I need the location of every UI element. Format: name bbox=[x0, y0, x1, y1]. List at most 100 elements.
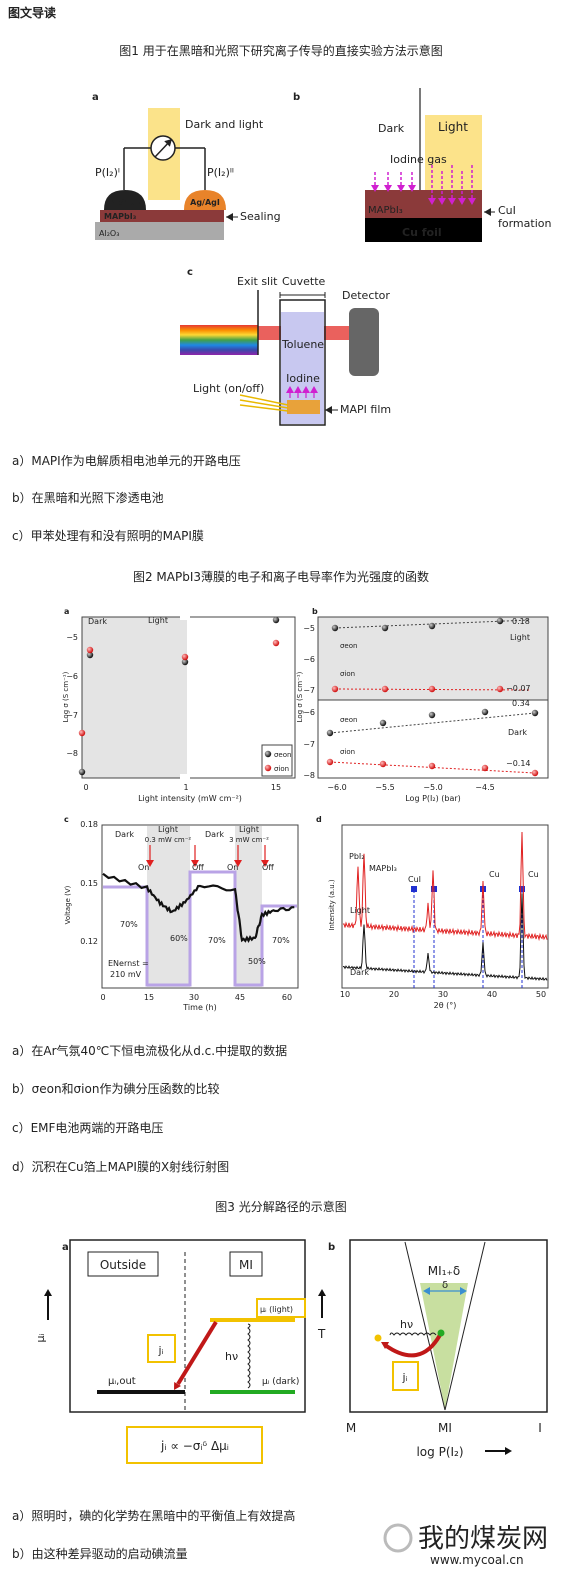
shape bbox=[180, 325, 258, 355]
figure-label: a bbox=[64, 607, 69, 616]
figure-label: I bbox=[538, 1421, 542, 1435]
figure-label: Light intensity (mW cm⁻²) bbox=[138, 794, 242, 803]
arrow-head bbox=[384, 185, 392, 192]
figure-label: b bbox=[328, 1242, 335, 1253]
figure-label: 0 bbox=[83, 783, 88, 792]
figure-label: μᵢ (dark) bbox=[262, 1377, 299, 1387]
marker bbox=[374, 1334, 382, 1342]
figure-label: Dark and light bbox=[185, 118, 264, 131]
figure-label: P(I₂)ᴵ bbox=[95, 166, 120, 179]
shape bbox=[287, 400, 320, 414]
figure-label: 50 bbox=[536, 990, 546, 999]
arrow-head bbox=[371, 185, 379, 192]
shape bbox=[411, 886, 417, 892]
line bbox=[176, 1320, 218, 1386]
figure-label: −7 bbox=[303, 740, 315, 749]
electrode bbox=[184, 190, 226, 210]
figure-caption: 图3 光分解路径的示意图 bbox=[215, 1199, 346, 1214]
shape bbox=[341, 824, 549, 989]
figure-label: 70% bbox=[272, 936, 290, 945]
figure-label: jᵢ ∝ −σᵢᵟ Δμᵢ bbox=[160, 1439, 229, 1453]
figure-label: −8 bbox=[303, 771, 315, 780]
arrow-head bbox=[146, 860, 154, 867]
marker bbox=[437, 1329, 445, 1337]
figure-label: MI bbox=[239, 1258, 253, 1272]
arrow-head bbox=[318, 1289, 326, 1296]
figure-label: −6.0 bbox=[327, 783, 346, 792]
figure-label: On bbox=[227, 863, 238, 872]
list-item: c）甲苯处理有和没有照明的MAPI膜 bbox=[12, 528, 204, 543]
figure-label: Exit slit bbox=[237, 275, 278, 288]
figure-label: 10 bbox=[340, 990, 350, 999]
figure-label: −7 bbox=[303, 686, 315, 695]
figure-label: 3 mW cm⁻² bbox=[229, 836, 269, 844]
shape bbox=[279, 299, 326, 426]
figure-label: 50% bbox=[248, 957, 266, 966]
figure-label: −4.5 bbox=[475, 783, 494, 792]
figure-label: jᵢ bbox=[157, 1344, 163, 1357]
list-item: b）σeon和σion作为碘分压函数的比较 bbox=[12, 1081, 219, 1096]
data-point bbox=[531, 769, 539, 777]
data-point bbox=[264, 764, 272, 772]
figure-label: 30 bbox=[189, 993, 199, 1002]
figure-label: σion bbox=[340, 670, 355, 678]
figure-label: 60 bbox=[282, 993, 292, 1002]
shape bbox=[392, 1361, 419, 1391]
figure-label: 0.34 bbox=[512, 699, 530, 708]
figure-label: MAPbI₃ bbox=[369, 864, 397, 873]
figure-label: 0 bbox=[100, 993, 105, 1002]
watermark-logo bbox=[383, 1523, 413, 1553]
figure-label: Dark bbox=[378, 122, 405, 135]
figure-label: Light bbox=[158, 825, 178, 834]
figure-label: 0.3 mW cm⁻² bbox=[145, 836, 192, 844]
arrow-head bbox=[468, 198, 476, 205]
figure-label: 0.18 bbox=[512, 617, 530, 626]
figure-label: T bbox=[317, 1327, 326, 1341]
figure-label: a bbox=[62, 1242, 69, 1253]
figure-label: Dark bbox=[350, 968, 369, 977]
data-point bbox=[381, 685, 389, 693]
data-point bbox=[326, 758, 334, 766]
figure-label: Pb/PbI₂ bbox=[109, 198, 142, 207]
figure-caption: 图1 用于在黑暗和光照下研究离子传导的直接实验方法示意图 bbox=[119, 43, 442, 58]
figure-label: σion bbox=[340, 748, 355, 756]
figure-label: −6 bbox=[303, 708, 315, 717]
figure-label: Sealing bbox=[240, 210, 281, 223]
figure-label: Cu bbox=[528, 870, 539, 879]
data-point bbox=[272, 639, 280, 647]
figure-label: Log σ (S cm⁻¹) bbox=[296, 671, 304, 722]
figure-label: 0.18 bbox=[80, 820, 98, 829]
figure-label: Dark bbox=[115, 830, 134, 839]
figure-label: On bbox=[138, 863, 149, 872]
data-point bbox=[381, 624, 389, 632]
figure-label: μᵢ bbox=[34, 1333, 47, 1342]
list-item: b）在黑暗和光照下渗透电池 bbox=[12, 490, 164, 505]
figure-label: 0.15 bbox=[80, 879, 98, 888]
figure-label: 70% bbox=[120, 920, 138, 929]
figure-label: Dark bbox=[88, 617, 107, 626]
figure-label: MAPbI₃ bbox=[104, 212, 137, 221]
electrode bbox=[104, 190, 146, 210]
figure-label: 70% bbox=[208, 936, 226, 945]
arrow-head bbox=[484, 208, 491, 216]
arrow-head bbox=[325, 406, 332, 414]
arrow-head bbox=[505, 1447, 512, 1455]
shape bbox=[100, 210, 224, 222]
figure-label: Dark bbox=[205, 830, 224, 839]
shape bbox=[180, 774, 190, 782]
figure-label: μᵢ (light) bbox=[260, 1305, 293, 1314]
line bbox=[239, 394, 289, 406]
list-item: d）沉积在Cu箔上MAPI膜的X射线衍射图 bbox=[12, 1159, 229, 1174]
figure-label: δ bbox=[442, 1280, 448, 1291]
shape bbox=[180, 612, 190, 620]
figure-label: 210 mV bbox=[110, 970, 142, 979]
arrow-head bbox=[438, 198, 446, 205]
figure-caption: 图2 MAPbI3薄膜的电子和离子电导率作为光强度的函数 bbox=[133, 569, 429, 584]
figure-label: 40 bbox=[487, 990, 497, 999]
figure-label: c bbox=[64, 815, 69, 824]
arrow-head bbox=[164, 139, 172, 147]
figure-label: Outside bbox=[100, 1258, 146, 1272]
figure-label: Ag/AgI bbox=[190, 198, 220, 207]
